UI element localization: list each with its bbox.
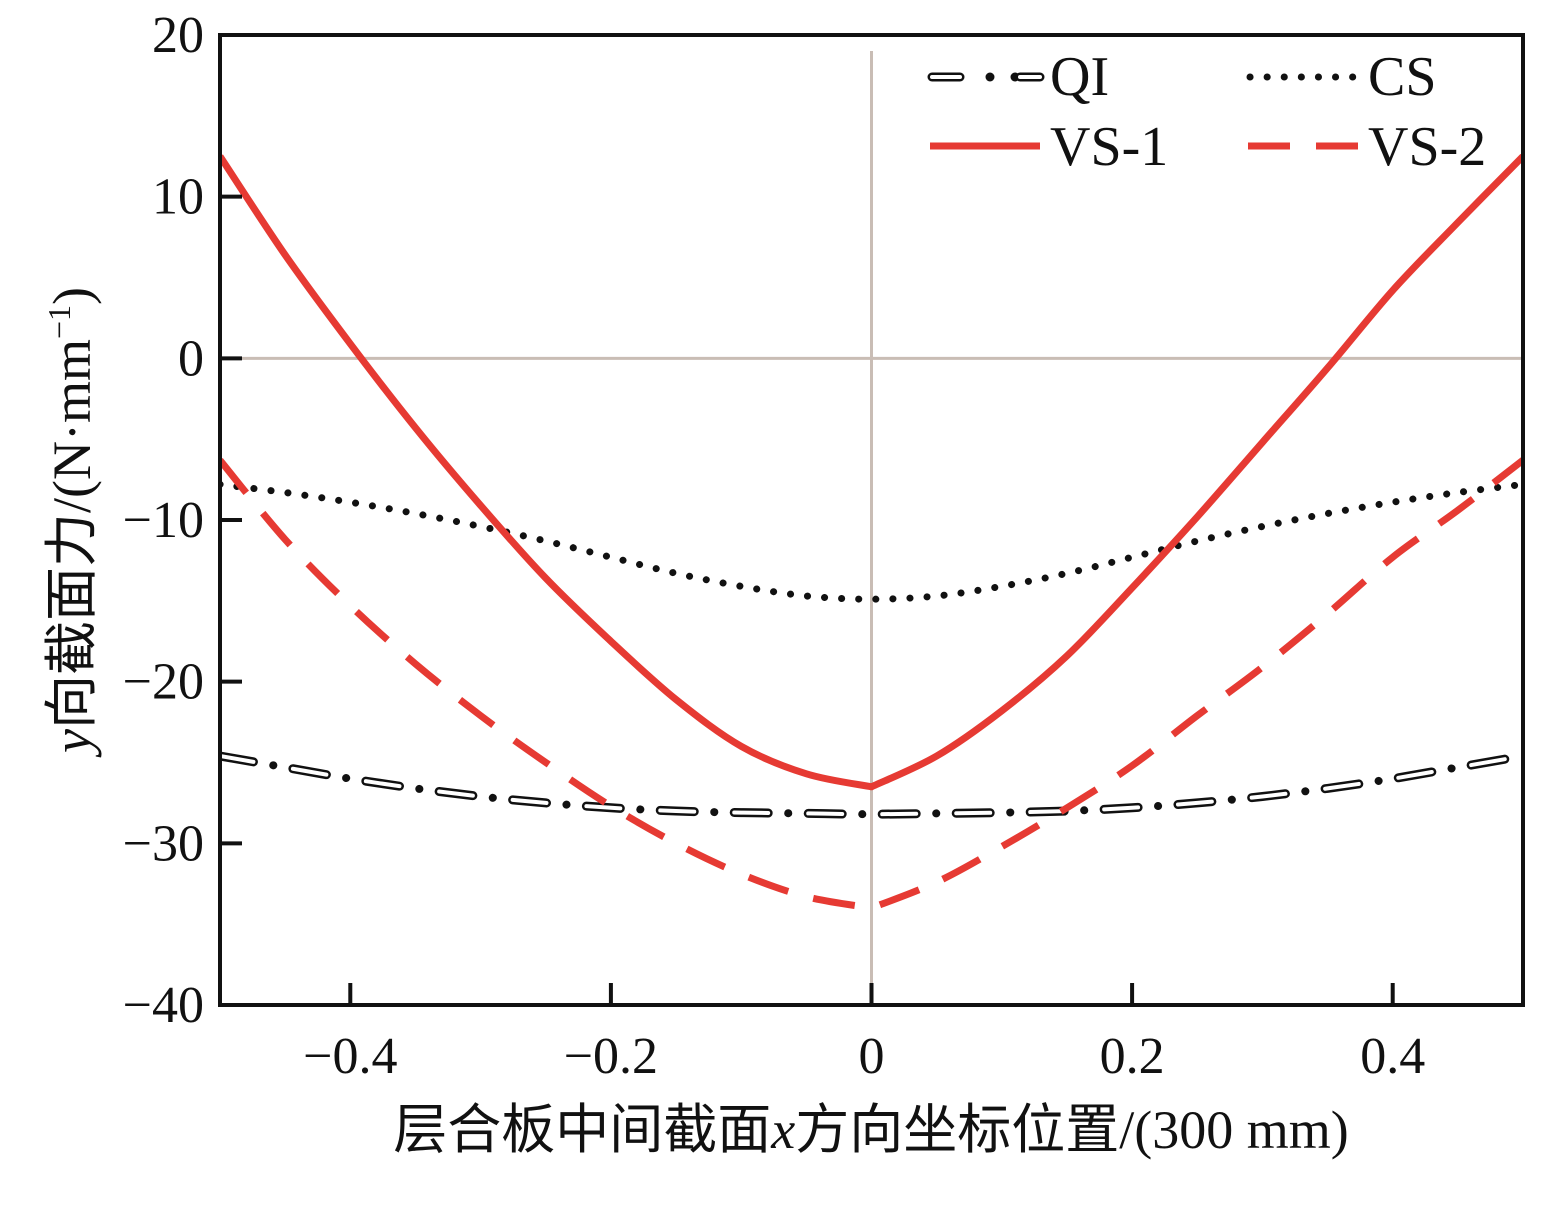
- series-line-vs-1: [220, 153, 1523, 791]
- y-tick-label-5: 10: [152, 169, 204, 226]
- y-tick-label-4: 0: [178, 330, 204, 387]
- y-tick-label-6: 20: [152, 7, 204, 64]
- x-axis-label: 层合板中间截面x方向坐标位置/(300 mm): [393, 1100, 1348, 1160]
- y-tick-label-0: −40: [123, 977, 204, 1034]
- legend-label-cs: CS: [1368, 46, 1437, 108]
- y-axis-label-variable: y: [42, 729, 102, 758]
- x-axis-label-part-1: 层合板中间截面: [393, 1100, 771, 1160]
- y-axis-label: y向截面力/(N·mm−1): [41, 287, 102, 758]
- series-line-vs-2: [220, 457, 1523, 912]
- reference-lines: [220, 51, 1523, 1005]
- series-line-qi-outline: [220, 751, 1523, 819]
- y-axis-label-close: ): [42, 287, 102, 305]
- series-qi: [220, 751, 1523, 819]
- legend-label-qi: QI: [1050, 46, 1109, 108]
- legend: QI CS VS-1 VS-2: [927, 46, 1486, 178]
- y-axis-label-exponent: −1: [41, 305, 77, 339]
- series-layer: [220, 153, 1523, 912]
- x-tick-label-3: 0.2: [1100, 1028, 1165, 1085]
- x-tick-label-4: 0.4: [1360, 1028, 1425, 1085]
- legend-label-vs-2: VS-2: [1368, 116, 1486, 178]
- x-axis-label-part-2: 方向坐标位置/(300 mm): [795, 1100, 1348, 1160]
- y-tick-label-2: −20: [123, 654, 204, 711]
- y-axis-label-main: 向截面力/(N·mm: [42, 339, 102, 729]
- series-vs-2: [220, 457, 1523, 912]
- series-vs-1: [220, 153, 1523, 791]
- x-tick-label-2: 0: [859, 1028, 885, 1085]
- y-tick-label-1: −30: [123, 815, 204, 872]
- x-axis-label-variable: x: [770, 1100, 795, 1160]
- y-tick-label-3: −10: [123, 492, 204, 549]
- legend-qi-dot-1: [985, 72, 995, 82]
- series-line-qi-dots: [220, 752, 1523, 819]
- legend-sample-qi: [927, 72, 1045, 82]
- x-tick-label-1: −0.2: [564, 1028, 658, 1085]
- x-tick-label-0: −0.4: [303, 1028, 397, 1085]
- legend-label-vs-1: VS-1: [1050, 116, 1168, 178]
- tick-layer: −0.4 −0.2 0 0.2 0.4 −40 −30 −20 −10 0 10 20: [123, 7, 1426, 1085]
